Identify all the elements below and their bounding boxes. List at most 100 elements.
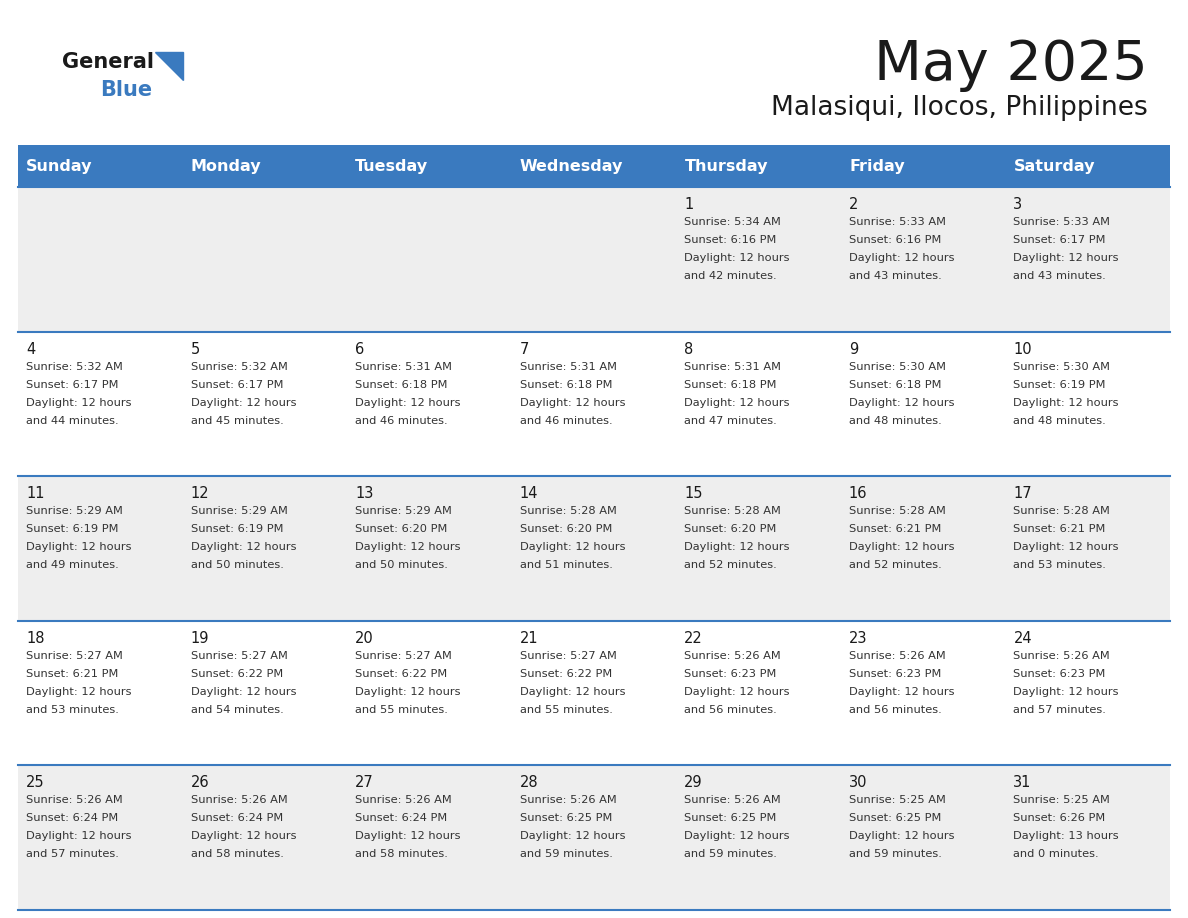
Text: 3: 3 xyxy=(1013,197,1023,212)
Text: Sunset: 6:18 PM: Sunset: 6:18 PM xyxy=(849,380,941,389)
Text: Daylight: 12 hours: Daylight: 12 hours xyxy=(684,832,790,842)
Text: Daylight: 12 hours: Daylight: 12 hours xyxy=(684,253,790,263)
Text: Daylight: 12 hours: Daylight: 12 hours xyxy=(519,687,625,697)
Text: and 59 minutes.: and 59 minutes. xyxy=(849,849,942,859)
Text: Daylight: 12 hours: Daylight: 12 hours xyxy=(190,832,296,842)
Text: Sunrise: 5:29 AM: Sunrise: 5:29 AM xyxy=(355,506,451,516)
Text: 19: 19 xyxy=(190,631,209,645)
Text: and 53 minutes.: and 53 minutes. xyxy=(1013,560,1106,570)
Polygon shape xyxy=(154,52,183,80)
Text: 5: 5 xyxy=(190,341,200,356)
Text: Sunrise: 5:27 AM: Sunrise: 5:27 AM xyxy=(190,651,287,661)
Text: Sunset: 6:22 PM: Sunset: 6:22 PM xyxy=(519,669,612,678)
Text: Thursday: Thursday xyxy=(684,159,767,174)
Text: Daylight: 12 hours: Daylight: 12 hours xyxy=(849,543,954,553)
Text: Blue: Blue xyxy=(100,80,152,100)
Text: 8: 8 xyxy=(684,341,694,356)
Text: 13: 13 xyxy=(355,487,373,501)
FancyBboxPatch shape xyxy=(18,476,1170,621)
Text: Sunrise: 5:29 AM: Sunrise: 5:29 AM xyxy=(190,506,287,516)
Text: 29: 29 xyxy=(684,776,703,790)
Text: Saturday: Saturday xyxy=(1013,159,1095,174)
Text: Sunrise: 5:34 AM: Sunrise: 5:34 AM xyxy=(684,217,782,227)
Text: Daylight: 12 hours: Daylight: 12 hours xyxy=(26,543,132,553)
Text: Sunrise: 5:27 AM: Sunrise: 5:27 AM xyxy=(355,651,451,661)
Text: Sunrise: 5:27 AM: Sunrise: 5:27 AM xyxy=(519,651,617,661)
Text: Sunset: 6:19 PM: Sunset: 6:19 PM xyxy=(1013,380,1106,389)
Text: Sunrise: 5:33 AM: Sunrise: 5:33 AM xyxy=(1013,217,1111,227)
Text: Daylight: 12 hours: Daylight: 12 hours xyxy=(849,397,954,408)
FancyBboxPatch shape xyxy=(18,766,1170,910)
Text: Daylight: 12 hours: Daylight: 12 hours xyxy=(849,253,954,263)
Text: Sunset: 6:22 PM: Sunset: 6:22 PM xyxy=(190,669,283,678)
Text: 18: 18 xyxy=(26,631,44,645)
Text: Daylight: 12 hours: Daylight: 12 hours xyxy=(355,687,461,697)
Text: Sunset: 6:20 PM: Sunset: 6:20 PM xyxy=(519,524,612,534)
Text: Sunset: 6:17 PM: Sunset: 6:17 PM xyxy=(26,380,119,389)
Text: Sunrise: 5:31 AM: Sunrise: 5:31 AM xyxy=(684,362,782,372)
Text: 14: 14 xyxy=(519,487,538,501)
Text: and 48 minutes.: and 48 minutes. xyxy=(1013,416,1106,426)
Text: 4: 4 xyxy=(26,341,36,356)
Text: May 2025: May 2025 xyxy=(874,38,1148,92)
Text: Sunrise: 5:31 AM: Sunrise: 5:31 AM xyxy=(355,362,453,372)
Text: General: General xyxy=(62,52,154,72)
Text: and 43 minutes.: and 43 minutes. xyxy=(849,271,942,281)
Text: Sunset: 6:17 PM: Sunset: 6:17 PM xyxy=(1013,235,1106,245)
Text: and 56 minutes.: and 56 minutes. xyxy=(684,705,777,715)
FancyBboxPatch shape xyxy=(1005,145,1170,187)
Text: 26: 26 xyxy=(190,776,209,790)
Text: Daylight: 12 hours: Daylight: 12 hours xyxy=(355,397,461,408)
Text: Daylight: 12 hours: Daylight: 12 hours xyxy=(849,687,954,697)
Text: and 55 minutes.: and 55 minutes. xyxy=(519,705,613,715)
Text: Sunrise: 5:30 AM: Sunrise: 5:30 AM xyxy=(1013,362,1111,372)
Text: Sunrise: 5:28 AM: Sunrise: 5:28 AM xyxy=(1013,506,1111,516)
Text: and 57 minutes.: and 57 minutes. xyxy=(1013,705,1106,715)
Text: Sunset: 6:22 PM: Sunset: 6:22 PM xyxy=(355,669,448,678)
Text: 28: 28 xyxy=(519,776,538,790)
Text: Monday: Monday xyxy=(191,159,261,174)
FancyBboxPatch shape xyxy=(18,331,1170,476)
Text: Sunrise: 5:32 AM: Sunrise: 5:32 AM xyxy=(190,362,287,372)
Text: 31: 31 xyxy=(1013,776,1032,790)
Text: Daylight: 12 hours: Daylight: 12 hours xyxy=(519,832,625,842)
Text: Sunset: 6:19 PM: Sunset: 6:19 PM xyxy=(26,524,119,534)
FancyBboxPatch shape xyxy=(676,145,841,187)
Text: Daylight: 12 hours: Daylight: 12 hours xyxy=(190,543,296,553)
Text: and 0 minutes.: and 0 minutes. xyxy=(1013,849,1099,859)
Text: Sunrise: 5:26 AM: Sunrise: 5:26 AM xyxy=(190,795,287,805)
Text: 10: 10 xyxy=(1013,341,1032,356)
FancyBboxPatch shape xyxy=(841,145,1005,187)
Text: Sunset: 6:21 PM: Sunset: 6:21 PM xyxy=(1013,524,1106,534)
Text: Malasiqui, Ilocos, Philippines: Malasiqui, Ilocos, Philippines xyxy=(771,95,1148,121)
Text: Daylight: 12 hours: Daylight: 12 hours xyxy=(519,397,625,408)
Text: and 42 minutes.: and 42 minutes. xyxy=(684,271,777,281)
Text: 20: 20 xyxy=(355,631,374,645)
Text: Daylight: 12 hours: Daylight: 12 hours xyxy=(684,687,790,697)
Text: Sunrise: 5:31 AM: Sunrise: 5:31 AM xyxy=(519,362,617,372)
Text: Sunset: 6:18 PM: Sunset: 6:18 PM xyxy=(519,380,612,389)
Text: Sunday: Sunday xyxy=(26,159,93,174)
Text: Sunset: 6:23 PM: Sunset: 6:23 PM xyxy=(684,669,777,678)
Text: 17: 17 xyxy=(1013,487,1032,501)
Text: Sunset: 6:26 PM: Sunset: 6:26 PM xyxy=(1013,813,1106,823)
Text: 7: 7 xyxy=(519,341,529,356)
Text: 16: 16 xyxy=(849,487,867,501)
Text: Friday: Friday xyxy=(849,159,905,174)
Text: Daylight: 12 hours: Daylight: 12 hours xyxy=(1013,253,1119,263)
Text: and 46 minutes.: and 46 minutes. xyxy=(519,416,612,426)
FancyBboxPatch shape xyxy=(18,187,1170,331)
Text: Sunrise: 5:28 AM: Sunrise: 5:28 AM xyxy=(519,506,617,516)
Text: Sunrise: 5:32 AM: Sunrise: 5:32 AM xyxy=(26,362,122,372)
Text: Sunset: 6:24 PM: Sunset: 6:24 PM xyxy=(190,813,283,823)
Text: 30: 30 xyxy=(849,776,867,790)
Text: Daylight: 12 hours: Daylight: 12 hours xyxy=(26,397,132,408)
Text: Sunset: 6:18 PM: Sunset: 6:18 PM xyxy=(684,380,777,389)
Text: and 58 minutes.: and 58 minutes. xyxy=(190,849,284,859)
Text: Sunrise: 5:25 AM: Sunrise: 5:25 AM xyxy=(849,795,946,805)
Text: Sunrise: 5:33 AM: Sunrise: 5:33 AM xyxy=(849,217,946,227)
Text: and 58 minutes.: and 58 minutes. xyxy=(355,849,448,859)
Text: Sunset: 6:25 PM: Sunset: 6:25 PM xyxy=(849,813,941,823)
Text: Sunrise: 5:28 AM: Sunrise: 5:28 AM xyxy=(684,506,782,516)
Text: Sunset: 6:25 PM: Sunset: 6:25 PM xyxy=(684,813,777,823)
